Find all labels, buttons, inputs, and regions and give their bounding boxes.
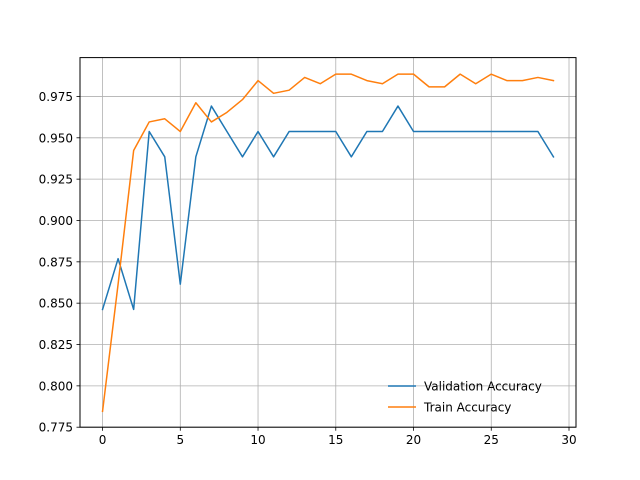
- y-tick-label: 0.900: [39, 214, 73, 228]
- legend: Validation Accuracy Train Accuracy: [388, 380, 542, 415]
- y-tick-label: 0.775: [39, 421, 73, 435]
- tick-layer: 0 5 10 15 20 25 30 0.775 0.800 0.825 0.850 0.875 0.9…: [39, 90, 577, 447]
- x-tick-label: 25: [484, 433, 499, 447]
- plot-frame: [79, 57, 577, 428]
- y-tick-label: 0.800: [39, 379, 73, 393]
- y-tick-label: 0.975: [39, 90, 73, 104]
- y-tick-label: 0.925: [39, 173, 73, 187]
- y-tick-label: 0.950: [39, 131, 73, 145]
- x-tick-label: 30: [561, 433, 576, 447]
- legend-label-train: Train Accuracy: [423, 401, 511, 415]
- x-tick-label: 15: [328, 433, 343, 447]
- x-tick-label: 20: [406, 433, 421, 447]
- x-tick-label: 0: [99, 433, 107, 447]
- x-tick-label: 5: [176, 433, 184, 447]
- x-tick-label: 10: [250, 433, 265, 447]
- series-line-validation: [101, 105, 555, 311]
- series-layer: [101, 73, 555, 413]
- legend-label-validation: Validation Accuracy: [424, 380, 542, 394]
- series-line-train: [101, 73, 555, 413]
- grid-layer: [80, 57, 576, 428]
- y-tick-label: 0.850: [39, 297, 73, 311]
- y-tick-label: 0.825: [39, 338, 73, 352]
- y-tick-label: 0.875: [39, 255, 73, 269]
